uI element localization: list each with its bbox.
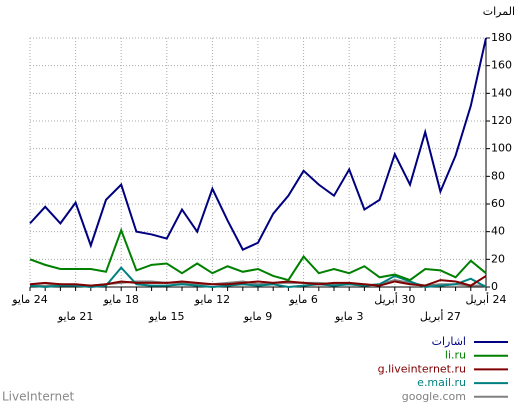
y-tick-label: 20 bbox=[491, 252, 505, 265]
legend-label: li.ru bbox=[445, 349, 466, 362]
y-tick-label: 40 bbox=[491, 225, 505, 238]
x-tick-label: 6 مايو bbox=[288, 293, 317, 306]
y-tick-label: 160 bbox=[491, 59, 512, 72]
legend-label: g.liveinternet.ru bbox=[378, 362, 466, 375]
footer: LiveInternet bbox=[2, 390, 74, 404]
x-tick-label: 18 مايو bbox=[102, 293, 138, 306]
x-tick-label: 24 أبريل bbox=[465, 292, 506, 306]
y-tick-label: 80 bbox=[491, 169, 505, 182]
legend-label: e.mail.ru bbox=[417, 376, 466, 389]
series-line bbox=[29, 275, 487, 287]
y-tick-label: 100 bbox=[491, 142, 512, 155]
x-tick-label: 15 مايو bbox=[148, 310, 184, 323]
y-tick-label: 180 bbox=[491, 31, 512, 44]
legend-label: google.com bbox=[402, 390, 466, 403]
x-tick-label: 21 مايو bbox=[57, 310, 93, 323]
x-tick-label: 9 مايو bbox=[243, 310, 272, 323]
x-tick-label: 27 أبريل bbox=[420, 309, 461, 323]
chart-title: المرات bbox=[483, 5, 515, 18]
series-line bbox=[29, 37, 487, 251]
legend-label: اشارات bbox=[432, 335, 466, 348]
x-tick-label: 3 مايو bbox=[334, 310, 363, 323]
y-tick-label: 0 bbox=[491, 280, 498, 293]
x-tick-label: 24 مايو bbox=[11, 293, 47, 306]
series-line bbox=[29, 227, 487, 282]
y-tick-label: 140 bbox=[491, 86, 512, 99]
x-tick-label: 12 مايو bbox=[194, 293, 230, 306]
y-tick-label: 120 bbox=[491, 114, 512, 127]
x-tick-label: 30 أبريل bbox=[374, 292, 415, 306]
y-tick-label: 60 bbox=[491, 197, 505, 210]
series-line bbox=[29, 266, 487, 289]
